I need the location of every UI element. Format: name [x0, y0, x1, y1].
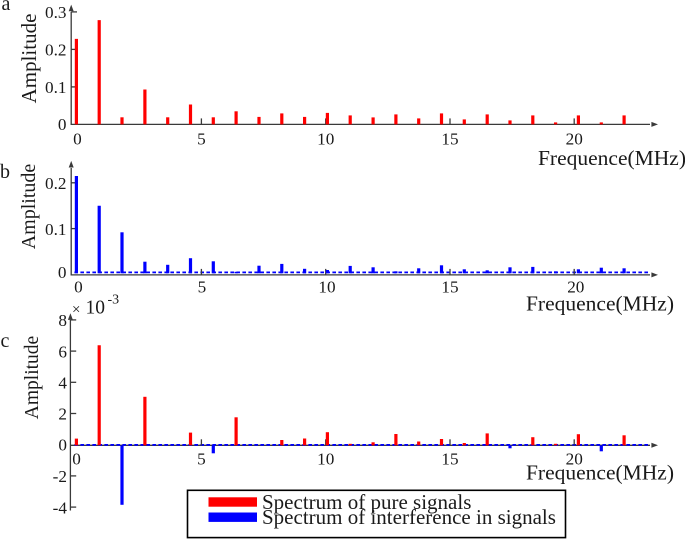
- svg-text:0: 0: [73, 129, 82, 148]
- svg-text:5: 5: [198, 278, 207, 297]
- svg-text:10: 10: [318, 278, 335, 297]
- svg-text:0: 0: [58, 115, 67, 134]
- svg-text:0: 0: [58, 435, 67, 454]
- svg-text:5: 5: [197, 450, 206, 469]
- svg-text:8: 8: [58, 311, 67, 330]
- svg-text:5: 5: [197, 129, 206, 148]
- svg-text:-4: -4: [53, 498, 68, 517]
- svg-text:Frequence(MHz): Frequence(MHz): [538, 146, 685, 170]
- svg-text:15: 15: [441, 278, 458, 297]
- svg-text:0: 0: [72, 450, 81, 469]
- svg-text:0.1: 0.1: [45, 78, 66, 97]
- svg-text:0.2: 0.2: [45, 41, 66, 60]
- svg-text:10: 10: [317, 450, 334, 469]
- svg-text:Spectrum of pure signals: Spectrum of pure signals: [262, 490, 471, 514]
- svg-text:-2: -2: [53, 467, 67, 486]
- svg-text:c: c: [1, 330, 10, 352]
- svg-text:Frequence(MHz): Frequence(MHz): [526, 292, 674, 316]
- svg-text:6: 6: [58, 342, 67, 361]
- svg-text:Frequence(MHz): Frequence(MHz): [526, 461, 674, 485]
- svg-text:20: 20: [567, 278, 584, 297]
- svg-text:0: 0: [58, 263, 67, 282]
- svg-text:0.2: 0.2: [45, 174, 66, 193]
- svg-text:2: 2: [58, 405, 67, 424]
- svg-text:20: 20: [566, 450, 583, 469]
- svg-text:×: ×: [72, 302, 80, 318]
- svg-text:0.1: 0.1: [45, 220, 66, 239]
- svg-text:0.3: 0.3: [45, 3, 66, 22]
- svg-text:a: a: [2, 0, 11, 15]
- svg-text:10: 10: [86, 298, 106, 319]
- svg-text:b: b: [0, 161, 10, 183]
- svg-text:20: 20: [566, 129, 583, 148]
- svg-text:10: 10: [317, 129, 334, 148]
- svg-text:15: 15: [441, 450, 458, 469]
- svg-text:15: 15: [441, 129, 458, 148]
- svg-text:Amplitude: Amplitude: [22, 336, 43, 419]
- svg-text:Amplitude: Amplitude: [17, 14, 41, 104]
- svg-text:-3: -3: [108, 293, 120, 308]
- svg-text:Spectrum of interference in si: Spectrum of interference in signals: [262, 505, 556, 529]
- svg-text:0: 0: [74, 278, 83, 297]
- svg-text:Amplitude: Amplitude: [18, 164, 40, 250]
- svg-text:4: 4: [58, 374, 67, 393]
